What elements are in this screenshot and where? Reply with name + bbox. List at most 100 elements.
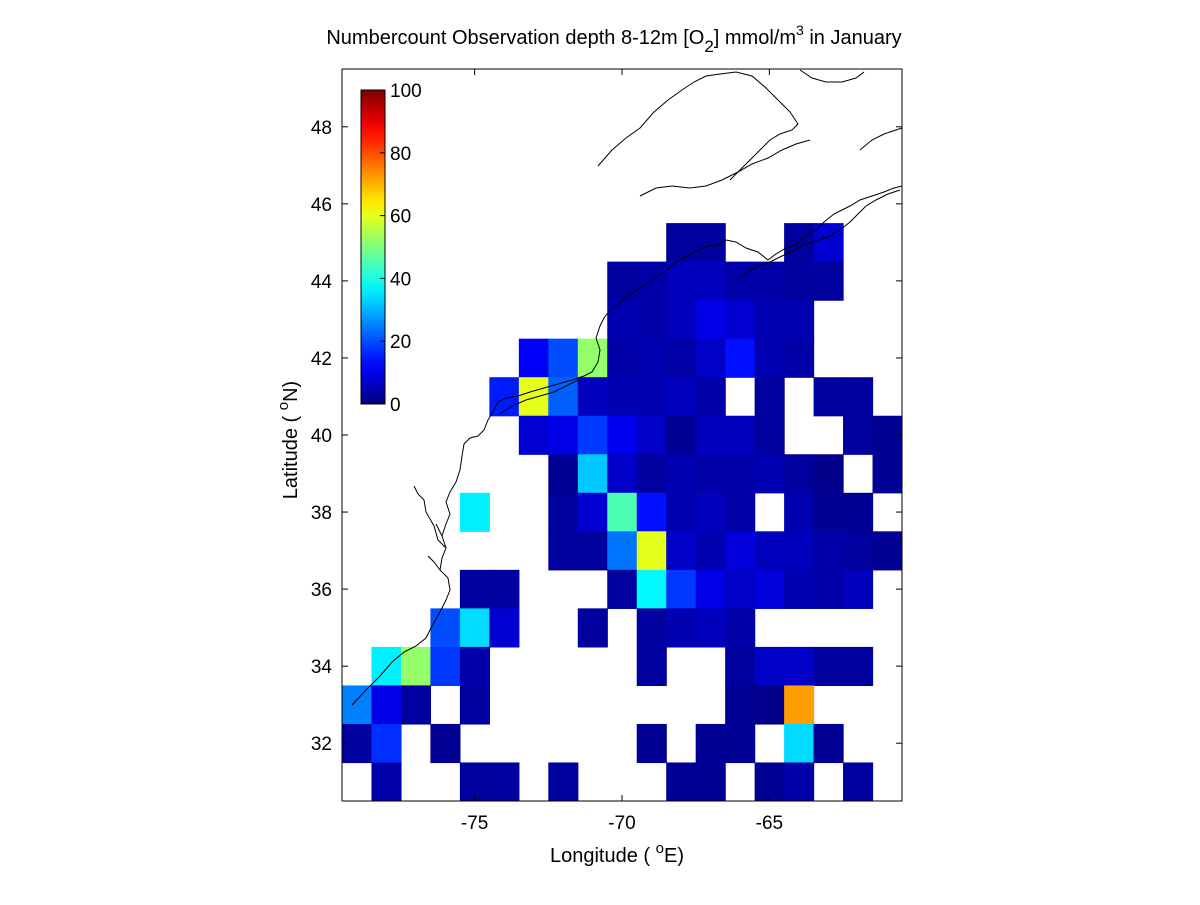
heatmap-cell [902, 762, 932, 801]
heatmap-cell [725, 300, 756, 340]
heatmap-cell [784, 300, 815, 340]
heatmap-cell [459, 646, 490, 687]
heatmap-cell [577, 608, 608, 648]
heatmap-cell [725, 454, 756, 494]
heatmap-cell [725, 608, 756, 648]
heatmap-cells [342, 223, 932, 801]
heatmap-cell [843, 646, 874, 687]
heatmap-cell [695, 531, 726, 571]
heatmap-cell [548, 415, 579, 455]
heatmap-cell [784, 646, 815, 687]
y-tick-label: 34 [311, 657, 333, 678]
y-tick-label: 48 [311, 118, 332, 139]
colorbar-tick-label: 80 [390, 144, 411, 165]
nova-scotia [737, 189, 901, 279]
heatmap-cell [813, 454, 844, 494]
heatmap-cell [754, 685, 785, 725]
heatmap-cell [754, 377, 785, 417]
heatmap-cell [636, 338, 667, 378]
heatmap-cell [666, 762, 697, 801]
y-tick-label: 42 [311, 349, 332, 370]
heatmap-cell [666, 300, 697, 340]
heatmap-cell [577, 415, 608, 455]
heatmap-cell [813, 377, 844, 417]
heatmap-cell [607, 454, 638, 494]
heatmap-cell [342, 685, 373, 725]
heatmap-cell [607, 300, 638, 340]
heatmap-cell [725, 338, 756, 378]
y-tick-label: 38 [311, 503, 332, 524]
x-tick-label: -65 [756, 813, 783, 834]
heatmap-cell [400, 685, 432, 725]
heatmap-cell [695, 377, 726, 417]
heatmap-cell [695, 608, 726, 648]
heatmap-cell [725, 261, 756, 301]
heatmap-cell [607, 261, 638, 301]
heatmap-cell [636, 569, 667, 609]
heatmap-cell [489, 608, 520, 648]
ylabel-main: Latitude ( [280, 410, 302, 499]
heatmap-cell [459, 569, 490, 609]
heatmap-cell [577, 377, 608, 417]
heatmap-cell [784, 685, 815, 725]
heatmap-cell [666, 531, 697, 571]
heatmap-cell [459, 685, 490, 725]
heatmap-cell [548, 454, 579, 494]
heatmap-cell [371, 685, 402, 725]
heatmap-cell [489, 762, 520, 801]
heatmap-cell [784, 723, 815, 764]
heatmap-cell [695, 762, 726, 801]
heatmap-cell [695, 723, 726, 764]
heatmap-cell [695, 261, 726, 301]
heatmap-cell [636, 454, 667, 494]
heatmap-cell [725, 492, 756, 532]
heatmap-cell [784, 338, 815, 378]
y-tick-label: 36 [311, 580, 332, 601]
heatmap-cell [754, 569, 785, 609]
heatmap-cell [813, 223, 844, 263]
heatmap-cell [636, 531, 667, 571]
heatmap-cell [666, 569, 697, 609]
heatmap-cell [754, 646, 785, 687]
heatmap-cell [843, 762, 874, 801]
heatmap-cell [607, 377, 638, 417]
xlabel-main: Longitude ( [550, 845, 656, 867]
heatmap-cell [725, 646, 756, 687]
colorbar-tick-label: 0 [390, 395, 401, 416]
heatmap-cell [813, 646, 844, 687]
heatmap-cell [784, 569, 815, 609]
heatmap-cell [695, 338, 726, 378]
heatmap-cell [872, 531, 902, 571]
x-tick-label: -75 [461, 813, 488, 834]
heatmap-cell [695, 569, 726, 609]
heatmap-cell [489, 569, 520, 609]
colorbar-gradient [360, 89, 386, 405]
heatmap-cell [666, 492, 697, 532]
heatmap-cell [754, 531, 785, 571]
heatmap-cell [577, 338, 608, 378]
gulf-of-maine-coast [715, 185, 902, 261]
xlabel-end: E) [664, 845, 684, 867]
heatmap-cell [636, 608, 667, 648]
heatmap-cell [813, 531, 844, 571]
heatmap-cell [459, 608, 490, 648]
colorbar-tick-label: 40 [390, 269, 411, 290]
heatmap-cell [607, 531, 638, 571]
heatmap-cell [843, 492, 874, 532]
st-lawrence-north-shore [597, 71, 799, 181]
heatmap-cell [666, 261, 697, 301]
heatmap-cell [902, 570, 932, 609]
xlabel-superscript: o [656, 840, 664, 857]
heatmap-cell [459, 762, 490, 801]
heatmap-cell [813, 569, 844, 609]
chesapeake-inlet [413, 485, 447, 571]
title-subscript: 2 [704, 37, 713, 56]
heatmap-cell [754, 762, 785, 801]
heatmap-cell [577, 531, 608, 571]
y-tick-label: 46 [311, 195, 332, 216]
colorbar-tick-label: 60 [390, 207, 411, 228]
us-east-coastline [351, 245, 716, 706]
colorbar-ticks: 0 20 40 60 80 100 [380, 81, 422, 416]
